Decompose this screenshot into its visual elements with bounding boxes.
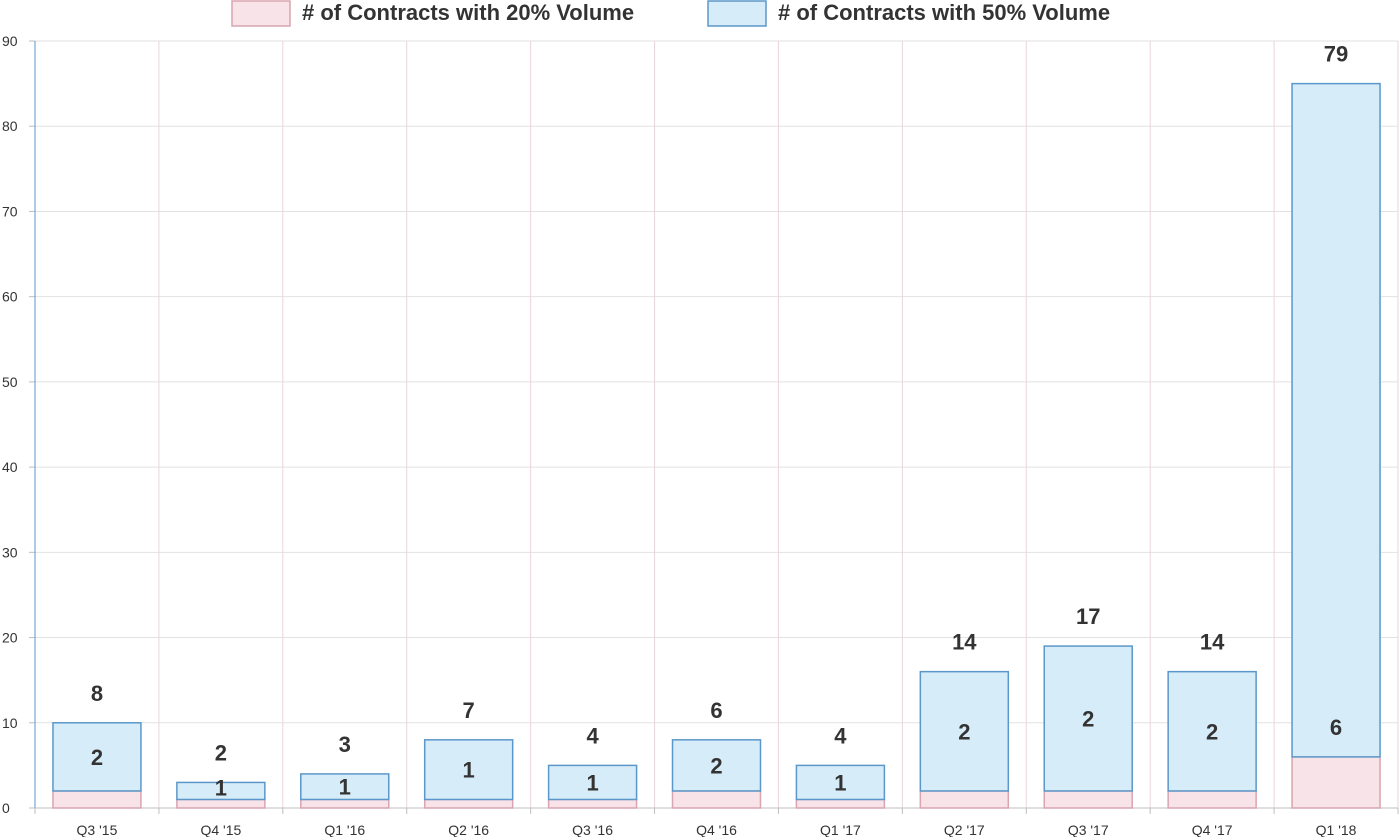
bar-50pct-volume bbox=[919, 670, 1010, 792]
y-tick-label: 40 bbox=[2, 459, 18, 475]
y-tick-label: 0 bbox=[2, 800, 10, 816]
x-tick-label: Q3 '15 bbox=[77, 822, 118, 837]
data-label-50pct: 4 bbox=[834, 723, 847, 748]
bar-50pct-volume bbox=[795, 764, 886, 801]
x-tick-label: Q4 '16 bbox=[696, 822, 737, 837]
data-label-50pct: 3 bbox=[339, 732, 351, 757]
data-label-20pct: 2 bbox=[91, 745, 103, 770]
data-label-20pct: 2 bbox=[958, 719, 970, 744]
bar-50pct-volume bbox=[176, 781, 266, 801]
bar-20pct-volume bbox=[423, 798, 514, 809]
data-label-50pct: 6 bbox=[710, 698, 722, 723]
y-tick-label: 10 bbox=[2, 715, 18, 731]
y-tick-label: 30 bbox=[2, 544, 18, 560]
bar-20pct-volume bbox=[300, 798, 390, 809]
bar-50pct-volume bbox=[300, 773, 390, 801]
bar-50pct-volume bbox=[423, 739, 514, 801]
y-tick-label: 60 bbox=[2, 289, 18, 305]
data-label-50pct: 14 bbox=[952, 630, 977, 655]
data-label-20pct: 1 bbox=[463, 758, 475, 783]
y-tick-label: 70 bbox=[2, 203, 18, 219]
data-label-50pct: 17 bbox=[1076, 604, 1100, 629]
data-label-50pct: 79 bbox=[1324, 42, 1348, 67]
bar-50pct-volume bbox=[1291, 82, 1381, 758]
data-label-20pct: 1 bbox=[215, 775, 227, 800]
data-label-50pct: 4 bbox=[586, 723, 599, 748]
y-tick-label: 90 bbox=[2, 33, 18, 49]
bar-20pct-volume bbox=[1167, 790, 1257, 809]
data-label-20pct: 6 bbox=[1330, 715, 1342, 740]
bar-20pct-volume bbox=[795, 798, 886, 809]
x-tick-label: Q4 '17 bbox=[1192, 822, 1233, 837]
bar-50pct-volume bbox=[1043, 645, 1133, 792]
data-label-20pct: 2 bbox=[1082, 707, 1094, 732]
x-tick-label: Q1 '18 bbox=[1316, 822, 1357, 837]
y-tick-label: 80 bbox=[2, 118, 18, 134]
x-tick-label: Q1 '17 bbox=[820, 822, 861, 837]
x-tick-label: Q3 '17 bbox=[1068, 822, 1109, 837]
bar-50pct-volume bbox=[52, 722, 142, 792]
data-label-20pct: 2 bbox=[710, 753, 722, 778]
data-label-20pct: 1 bbox=[834, 770, 846, 795]
y-tick-label: 20 bbox=[2, 630, 18, 646]
data-label-20pct: 2 bbox=[1206, 719, 1218, 744]
bar-20pct-volume bbox=[919, 790, 1010, 809]
legend-swatch bbox=[707, 0, 767, 27]
bar-50pct-volume bbox=[671, 739, 762, 792]
data-label-20pct: 1 bbox=[339, 775, 351, 800]
bar-50pct-volume bbox=[1167, 670, 1257, 792]
data-label-20pct: 1 bbox=[586, 770, 598, 795]
x-tick-label: Q2 '16 bbox=[448, 822, 489, 837]
bar-50pct-volume bbox=[547, 764, 638, 801]
bar-20pct-volume bbox=[671, 790, 762, 809]
x-tick-label: Q3 '16 bbox=[572, 822, 613, 837]
bar-20pct-volume bbox=[547, 798, 638, 809]
bar-20pct-volume bbox=[1043, 790, 1133, 809]
y-tick-label: 50 bbox=[2, 374, 18, 390]
legend-swatch bbox=[231, 0, 291, 27]
bar-20pct-volume bbox=[1291, 756, 1381, 809]
data-label-50pct: 14 bbox=[1200, 630, 1225, 655]
x-tick-label: Q2 '17 bbox=[944, 822, 985, 837]
data-label-50pct: 7 bbox=[463, 698, 475, 723]
legend-label: # of Contracts with 20% Volume bbox=[302, 0, 634, 25]
legend-label: # of Contracts with 50% Volume bbox=[778, 0, 1110, 25]
data-label-50pct: 2 bbox=[215, 740, 227, 765]
bar-20pct-volume bbox=[52, 790, 142, 809]
x-tick-label: Q4 '15 bbox=[200, 822, 241, 837]
x-tick-label: Q1 '16 bbox=[324, 822, 365, 837]
bar-20pct-volume bbox=[176, 798, 266, 809]
data-label-50pct: 8 bbox=[91, 681, 103, 706]
